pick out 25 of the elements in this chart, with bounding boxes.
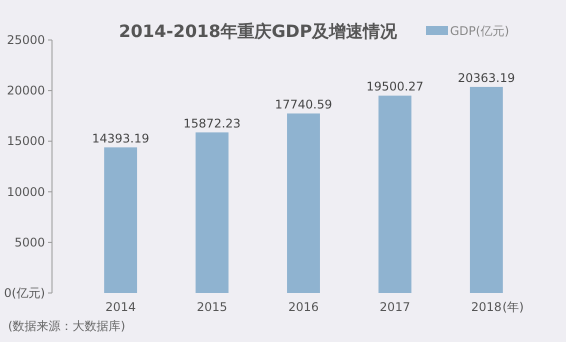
x-axis-title: (年) <box>502 300 524 314</box>
text: (数据来源：大数据库) <box>8 319 126 333</box>
bar <box>196 132 229 293</box>
chart-title: 2014-2018年重庆GDP及增速情况 <box>118 22 398 42</box>
y-tick-label: 15000 <box>6 134 45 148</box>
data-label: 19500.27 <box>366 80 424 94</box>
x-tick-label: 2016 <box>288 300 319 314</box>
bar <box>470 86 503 293</box>
y-tick-label: 5000 <box>14 235 45 250</box>
y-tick-label: 20000 <box>6 84 45 98</box>
bar <box>378 96 412 293</box>
x-tick-label: 2014 <box>105 300 136 314</box>
data-label: 20363.19 <box>458 70 516 85</box>
bar <box>287 113 320 293</box>
x-tick-label: 2015 <box>196 300 228 314</box>
y-tick-label: 0(亿元) <box>4 286 45 300</box>
data-label: 17740.59 <box>274 97 332 112</box>
data-label: 14393.19 <box>92 131 150 146</box>
bar <box>104 147 138 293</box>
x-tick-label: 2018 <box>471 300 502 314</box>
y-tick-label: 25000 <box>6 33 45 47</box>
legend-label: GDP(亿元) <box>450 24 510 38</box>
x-tick-label: 2017 <box>380 300 410 314</box>
data-label: 15872.23 <box>183 116 241 130</box>
y-tick-label: 10000 <box>6 184 45 199</box>
